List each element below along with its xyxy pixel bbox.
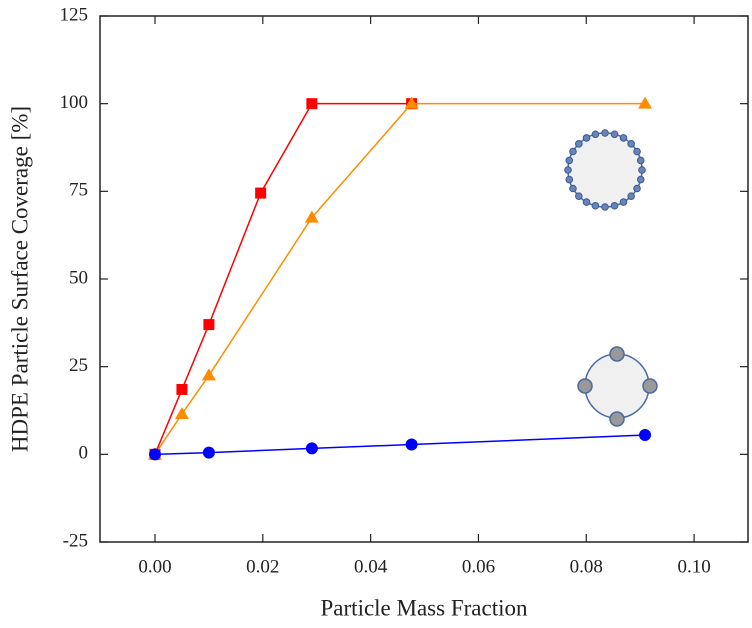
- x-tick-label: 0.00: [138, 556, 171, 577]
- icon-dot: [633, 184, 641, 193]
- icon-dot: [619, 134, 628, 142]
- x-axis-title: Particle Mass Fraction: [321, 595, 528, 620]
- series-line: [154, 102, 646, 455]
- y-tick-label: 25: [69, 355, 88, 376]
- marker: [148, 448, 161, 461]
- marker: [255, 187, 267, 199]
- icon-dot: [582, 134, 591, 142]
- x-tick-label: 0.02: [246, 556, 279, 577]
- icon-dot: [633, 147, 641, 156]
- icon-dot: [575, 140, 583, 148]
- y-tick-label: 75: [69, 180, 88, 201]
- many-particles-icon: [564, 129, 646, 211]
- marker: [639, 429, 652, 442]
- marker: [306, 98, 318, 110]
- marker: [404, 96, 419, 109]
- series-line: [154, 434, 646, 456]
- y-axis-title: HDPE Particle Surface Coverage [%]: [7, 106, 32, 452]
- marker: [305, 442, 318, 455]
- icon-dot: [601, 129, 609, 137]
- marker: [202, 446, 215, 459]
- y-tick-label: -25: [63, 530, 88, 551]
- icon-dot: [575, 192, 583, 200]
- icon-dot: [638, 166, 646, 174]
- icon-dot: [627, 192, 635, 200]
- icon-dot: [582, 198, 591, 206]
- icon-dot: [636, 175, 645, 184]
- icon-dot: [565, 175, 574, 184]
- icon-dot: [636, 156, 645, 165]
- x-tick-label: 0.08: [570, 556, 603, 577]
- icon-dot: [619, 198, 628, 206]
- icon-dot: [569, 147, 577, 156]
- y-tick-label: 100: [60, 92, 89, 113]
- y-tick-label: 0: [79, 443, 89, 464]
- icon-dot: [569, 184, 577, 193]
- marker: [174, 407, 189, 420]
- icon-dot: [565, 156, 574, 165]
- plot-frame: [99, 15, 749, 543]
- x-tick-label: 0.04: [354, 556, 388, 577]
- marker: [176, 383, 188, 395]
- marker: [304, 210, 319, 223]
- series-line: [154, 102, 412, 455]
- icon-dot: [564, 166, 572, 174]
- marker: [203, 319, 215, 331]
- x-tick-label: 0.06: [462, 556, 495, 577]
- icon-dot: [591, 201, 600, 210]
- icon-dot: [610, 201, 619, 210]
- icon-dot: [627, 140, 635, 148]
- icon-dot: [610, 130, 619, 139]
- icon-dot: [601, 203, 609, 211]
- marker: [638, 96, 653, 109]
- few-particles-icon: [577, 346, 658, 427]
- marker: [201, 368, 216, 381]
- icon-dot: [591, 130, 600, 139]
- y-tick-label: 50: [69, 267, 88, 288]
- y-tick-label: 125: [60, 4, 89, 25]
- x-tick-label: 0.10: [677, 556, 710, 577]
- marker: [405, 438, 418, 451]
